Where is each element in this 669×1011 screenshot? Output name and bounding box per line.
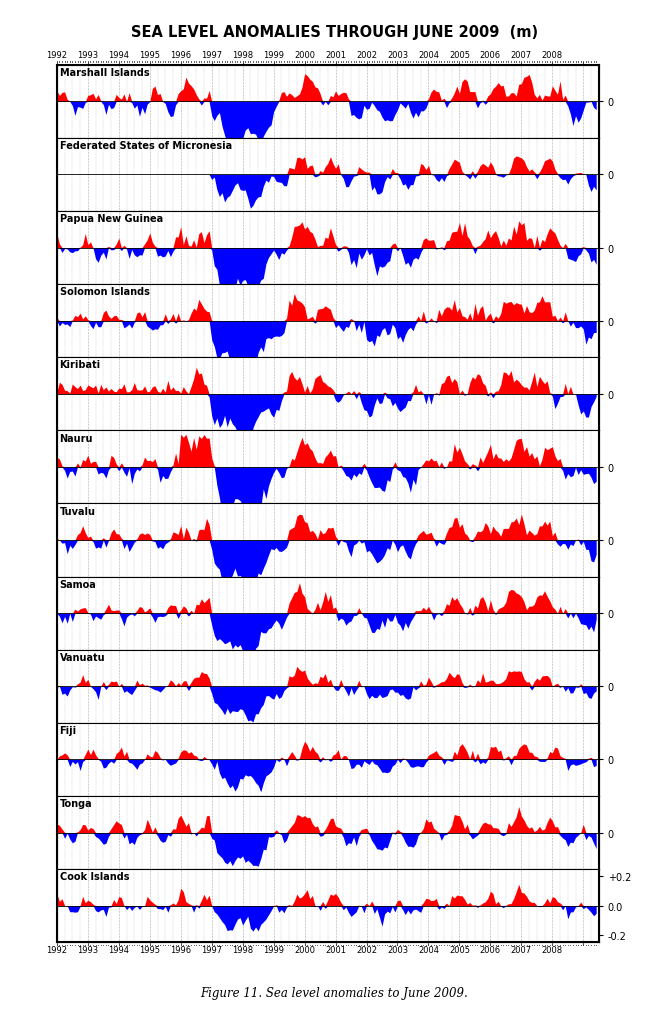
Text: 1996: 1996 xyxy=(170,945,191,954)
Text: Solomon Islands: Solomon Islands xyxy=(60,287,149,297)
Text: 1994: 1994 xyxy=(108,945,129,954)
Text: 2003: 2003 xyxy=(387,945,408,954)
Text: 2001: 2001 xyxy=(325,945,346,954)
Text: 2000: 2000 xyxy=(294,945,315,954)
Text: 2008: 2008 xyxy=(542,51,563,60)
Text: Kiribati: Kiribati xyxy=(60,360,101,370)
Text: 1992: 1992 xyxy=(46,945,68,954)
Text: 1992: 1992 xyxy=(46,51,68,60)
Text: Papua New Guinea: Papua New Guinea xyxy=(60,214,163,224)
Text: Tonga: Tonga xyxy=(60,799,92,809)
Text: Figure 11. Sea level anomalies to June 2009.: Figure 11. Sea level anomalies to June 2… xyxy=(201,986,468,999)
Text: 2005: 2005 xyxy=(449,945,470,954)
Text: 1997: 1997 xyxy=(201,51,222,60)
Text: 2006: 2006 xyxy=(480,51,501,60)
Text: 1999: 1999 xyxy=(263,945,284,954)
Text: 2002: 2002 xyxy=(356,945,377,954)
Text: SEA LEVEL ANOMALIES THROUGH JUNE 2009  (m): SEA LEVEL ANOMALIES THROUGH JUNE 2009 (m… xyxy=(131,25,538,40)
Text: Nauru: Nauru xyxy=(60,433,93,443)
Text: 1995: 1995 xyxy=(139,945,161,954)
Text: Vanuatu: Vanuatu xyxy=(60,652,105,662)
Text: Federated States of Micronesia: Federated States of Micronesia xyxy=(60,141,231,151)
Text: Marshall Islands: Marshall Islands xyxy=(60,68,149,78)
Text: 2000: 2000 xyxy=(294,51,315,60)
Text: 1995: 1995 xyxy=(139,51,161,60)
Text: 1998: 1998 xyxy=(232,51,254,60)
Text: 2007: 2007 xyxy=(510,945,532,954)
Text: 1994: 1994 xyxy=(108,51,129,60)
Text: 2007: 2007 xyxy=(510,51,532,60)
Text: Tuvalu: Tuvalu xyxy=(60,507,96,517)
Text: 1993: 1993 xyxy=(77,51,98,60)
Text: 2001: 2001 xyxy=(325,51,346,60)
Text: 1997: 1997 xyxy=(201,945,222,954)
Text: Cook Islands: Cook Islands xyxy=(60,871,129,882)
Text: 1998: 1998 xyxy=(232,945,254,954)
Text: Samoa: Samoa xyxy=(60,579,96,589)
Text: 2006: 2006 xyxy=(480,945,501,954)
Text: 1996: 1996 xyxy=(170,51,191,60)
Text: 2005: 2005 xyxy=(449,51,470,60)
Text: Fiji: Fiji xyxy=(60,725,77,735)
Text: 2003: 2003 xyxy=(387,51,408,60)
Text: 1993: 1993 xyxy=(77,945,98,954)
Text: 1999: 1999 xyxy=(263,51,284,60)
Text: 2004: 2004 xyxy=(418,945,439,954)
Text: 2002: 2002 xyxy=(356,51,377,60)
Text: 2008: 2008 xyxy=(542,945,563,954)
Text: 2004: 2004 xyxy=(418,51,439,60)
